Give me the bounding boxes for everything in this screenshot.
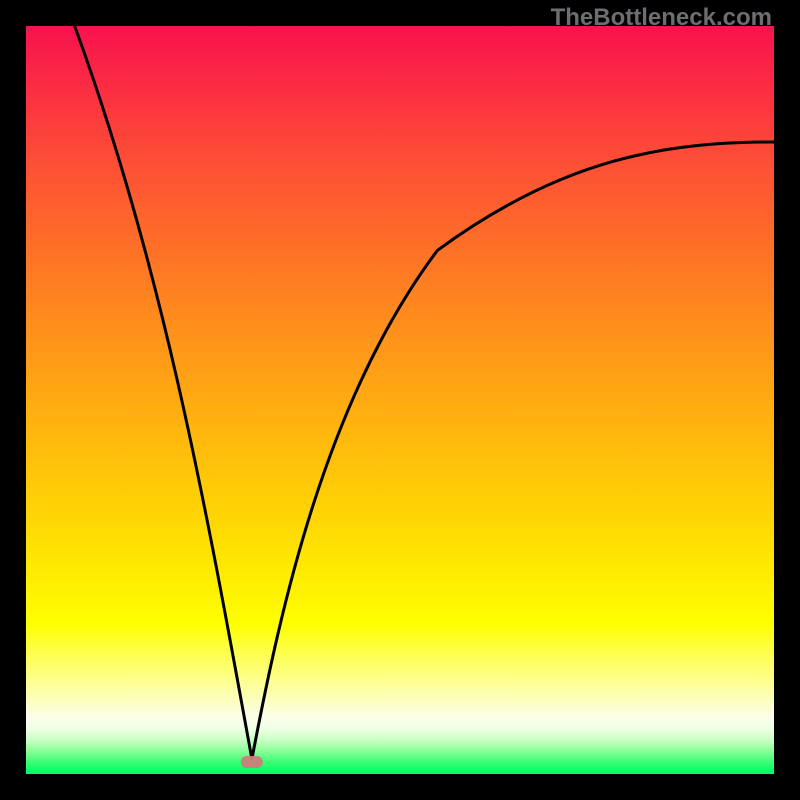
curve-path: [75, 26, 774, 759]
optimal-marker: [241, 756, 263, 768]
bottleneck-curve: [26, 26, 774, 774]
chart-container: TheBottleneck.com: [0, 0, 800, 800]
plot-area: [26, 26, 774, 774]
